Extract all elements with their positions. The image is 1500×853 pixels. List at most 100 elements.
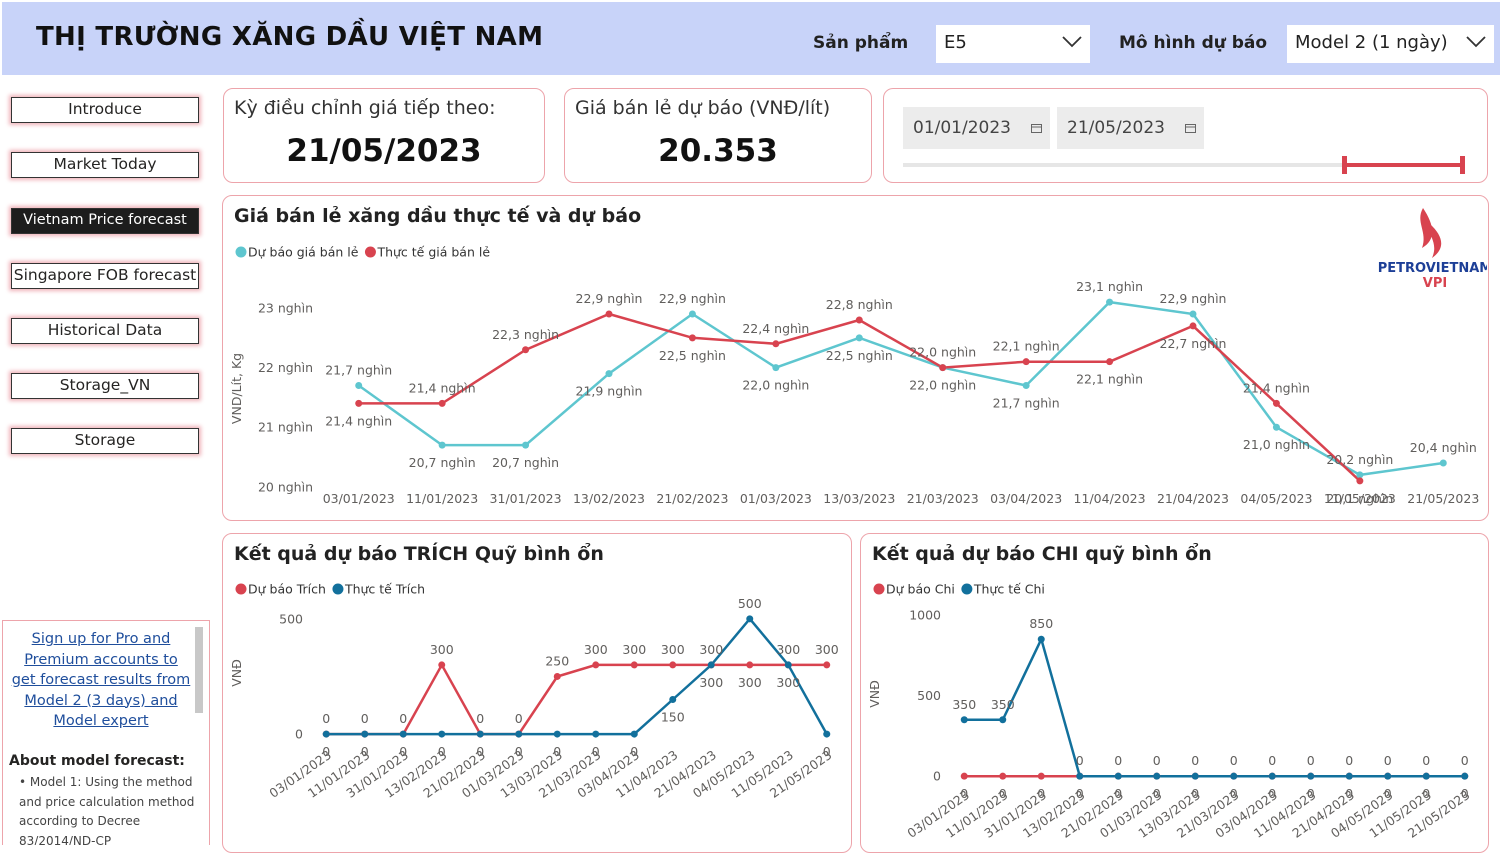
x-tick-label: 13/02/2023: [573, 491, 645, 506]
chart-title: Kết quả dự báo TRÍCH Quỹ bình ổn: [234, 542, 604, 565]
data-label: 0: [1307, 753, 1315, 768]
data-point: [515, 730, 523, 738]
data-label: 20,7 nghìn: [492, 455, 559, 470]
date-text: 21/05/2023: [1067, 118, 1165, 138]
nav-button[interactable]: Storage_VN: [11, 373, 199, 399]
x-tick-label: 21/03/2023: [907, 491, 979, 506]
page-title: THỊ TRƯỜNG XĂNG DẦU VIỆT NAM: [36, 22, 544, 52]
data-point: [1345, 772, 1353, 780]
data-label: 0: [1384, 753, 1392, 768]
data-point: [1022, 382, 1030, 390]
product-dropdown[interactable]: E5: [936, 25, 1090, 63]
data-label: 0: [361, 711, 369, 726]
data-label: 0: [1461, 753, 1469, 768]
y-tick-label: 0: [295, 727, 303, 742]
legend-label: Dự báo Trích: [248, 582, 326, 597]
data-point: [553, 730, 561, 738]
data-label: 0: [1230, 786, 1238, 801]
data-point: [522, 346, 530, 354]
data-label: 0: [322, 711, 330, 726]
signup-link[interactable]: Sign up for Pro and Premium accounts to …: [11, 631, 191, 729]
data-point: [746, 661, 754, 669]
nav-button[interactable]: Storage: [11, 428, 199, 454]
data-label: 21,4 nghìn: [325, 413, 392, 428]
data-point: [1037, 772, 1045, 780]
data-point: [1461, 772, 1469, 780]
legend-marker: [235, 583, 247, 595]
data-point: [322, 730, 330, 738]
data-point: [399, 730, 407, 738]
data-point: [688, 310, 696, 318]
dropdown-value: E5: [944, 32, 967, 53]
data-label: 21,9 nghìn: [576, 384, 643, 399]
data-point: [1022, 358, 1030, 366]
data-point: [438, 661, 446, 669]
data-label: 0: [630, 744, 638, 759]
series-line: [357, 300, 1444, 477]
data-point: [1356, 477, 1364, 485]
calendar-icon: [1031, 124, 1042, 133]
data-label: 22,0 nghìn: [909, 345, 976, 360]
y-tick-label: 22 nghìn: [258, 360, 313, 375]
y-axis-label: VNĐ: [229, 659, 244, 687]
data-point: [960, 716, 968, 724]
data-point: [669, 661, 677, 669]
data-point: [772, 340, 780, 348]
kpi-label: Kỳ điều chỉnh giá tiếp theo:: [234, 97, 496, 119]
data-label: 20,7 nghìn: [409, 455, 476, 470]
data-point: [1189, 310, 1197, 318]
data-label: 300: [738, 675, 762, 690]
data-label: 0: [1153, 786, 1161, 801]
data-label: 0: [1268, 786, 1276, 801]
x-tick-label: 11/05/2023: [1324, 491, 1396, 506]
series-line: [964, 635, 1465, 778]
data-point: [355, 382, 363, 390]
scrollbar[interactable]: [195, 627, 203, 713]
data-point: [823, 661, 831, 669]
data-point: [438, 441, 446, 449]
data-label: 21,7 nghìn: [993, 396, 1060, 411]
nav-button[interactable]: Market Today: [11, 152, 199, 178]
data-point: [1307, 772, 1315, 780]
data-point: [1153, 772, 1161, 780]
data-label: 0: [438, 744, 446, 759]
bullet-text: Model 1: Using the method and price calc…: [19, 775, 195, 845]
data-point: [669, 696, 677, 704]
data-label: 0: [960, 786, 968, 801]
x-tick-label: 11/04/2023: [1074, 491, 1146, 506]
chevron: [1466, 36, 1486, 48]
nav-button[interactable]: Singapore FOB forecast: [11, 263, 199, 289]
info-panel: Sign up for Pro and Premium accounts to …: [2, 620, 210, 845]
x-tick-label: 03/04/2023: [990, 491, 1062, 506]
data-point: [1230, 772, 1238, 780]
data-label: 22,0 nghìn: [909, 378, 976, 393]
logo-sub: VPI: [1423, 276, 1447, 291]
series-line: [326, 662, 827, 736]
data-label: 0: [1191, 786, 1199, 801]
data-point: [592, 661, 600, 669]
data-label: 0: [1345, 786, 1353, 801]
nav-button[interactable]: Introduce: [11, 97, 199, 123]
date-start[interactable]: 01/01/2023: [903, 107, 1050, 149]
date-end[interactable]: 21/05/2023: [1057, 107, 1204, 149]
legend-marker: [873, 583, 885, 595]
y-tick-label: 500: [917, 688, 941, 703]
legend-label: Thực tế giá bán lẻ: [376, 245, 490, 260]
data-label: 22,3 nghìn: [492, 327, 559, 342]
x-tick-label: 21/04/2023: [1157, 491, 1229, 506]
date-text: 01/01/2023: [913, 118, 1011, 138]
header-bar: [2, 2, 1500, 75]
model-dropdown[interactable]: Model 2 (1 ngày): [1287, 25, 1494, 63]
data-label: 0: [592, 744, 600, 759]
date-slider[interactable]: [900, 155, 1475, 177]
nav-button[interactable]: Vietnam Price forecast: [11, 208, 199, 234]
data-label: 22,1 nghìn: [1076, 372, 1143, 387]
data-label: 21,4 nghìn: [409, 380, 476, 395]
x-tick-label: 13/03/2023: [823, 491, 895, 506]
data-point: [361, 730, 369, 738]
data-label: 0: [399, 711, 407, 726]
data-point: [630, 661, 638, 669]
nav-button[interactable]: Historical Data: [11, 318, 199, 344]
legend-marker: [364, 246, 376, 258]
